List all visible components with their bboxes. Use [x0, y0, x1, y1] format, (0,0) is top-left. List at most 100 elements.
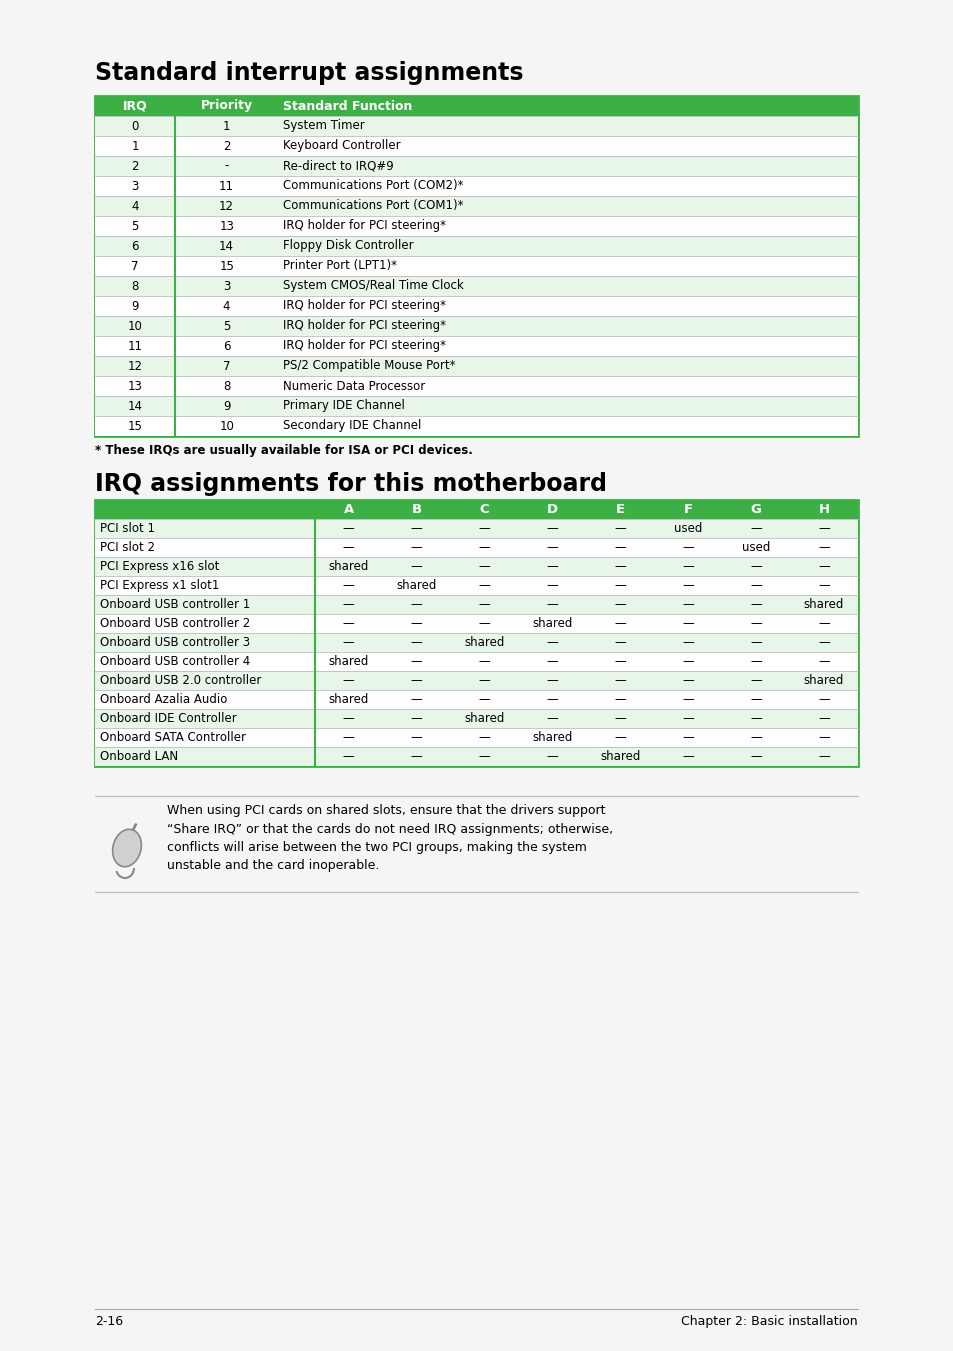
Text: Onboard USB controller 1: Onboard USB controller 1 [100, 598, 250, 611]
Text: IRQ holder for PCI steering*: IRQ holder for PCI steering* [283, 339, 446, 353]
Bar [95, 747, 857, 766]
Text: 14: 14 [219, 239, 233, 253]
Text: 13: 13 [128, 380, 142, 393]
Text: 5: 5 [132, 219, 138, 232]
Text: System CMOS/Real Time Clock: System CMOS/Real Time Clock [283, 280, 463, 293]
Text: Floppy Disk Controller: Floppy Disk Controller [283, 239, 414, 253]
Text: When using PCI cards on shared slots, ensure that the drivers support
“Share IRQ: When using PCI cards on shared slots, en… [167, 804, 613, 873]
Text: System Timer: System Timer [283, 119, 364, 132]
Text: 6: 6 [132, 239, 139, 253]
Text: —: — [749, 712, 761, 725]
Text: 8: 8 [223, 380, 230, 393]
Text: 4: 4 [223, 300, 230, 312]
Text: —: — [614, 521, 625, 535]
Bar [95, 316, 857, 336]
Text: Standard interrupt assignments: Standard interrupt assignments [95, 61, 523, 85]
Text: —: — [614, 693, 625, 707]
Text: shared: shared [328, 655, 369, 667]
Text: —: — [478, 655, 490, 667]
Text: Communications Port (COM2)*: Communications Port (COM2)* [283, 180, 463, 192]
Text: —: — [411, 731, 422, 744]
Text: —: — [546, 540, 558, 554]
Text: -: - [224, 159, 229, 173]
Text: —: — [614, 540, 625, 554]
Text: 1: 1 [223, 119, 230, 132]
Text: C: C [479, 503, 489, 516]
Bar [95, 216, 857, 236]
Bar [95, 416, 857, 436]
Bar [95, 519, 857, 538]
Text: A: A [343, 503, 354, 516]
Bar [95, 236, 857, 255]
Text: IRQ assignments for this motherboard: IRQ assignments for this motherboard [95, 471, 606, 496]
Text: —: — [342, 636, 355, 648]
Text: 15: 15 [128, 420, 142, 432]
Text: —: — [342, 750, 355, 763]
Text: —: — [342, 617, 355, 630]
Bar [95, 594, 857, 613]
Text: —: — [681, 750, 694, 763]
Text: Printer Port (LPT1)*: Printer Port (LPT1)* [283, 259, 396, 273]
Text: E: E [615, 503, 624, 516]
Text: shared: shared [803, 598, 843, 611]
FancyArrowPatch shape [133, 824, 135, 830]
Text: 10: 10 [128, 319, 142, 332]
Text: Onboard USB 2.0 controller: Onboard USB 2.0 controller [100, 674, 261, 688]
Text: 9: 9 [223, 400, 230, 412]
Text: —: — [749, 521, 761, 535]
Text: —: — [411, 655, 422, 667]
Text: F: F [683, 503, 692, 516]
Text: —: — [411, 712, 422, 725]
Text: 0: 0 [132, 119, 138, 132]
Text: —: — [749, 561, 761, 573]
Bar [95, 538, 857, 557]
Text: 3: 3 [132, 180, 138, 192]
Text: PCI Express x1 slot1: PCI Express x1 slot1 [100, 580, 219, 592]
Text: —: — [818, 693, 829, 707]
Text: —: — [818, 580, 829, 592]
Text: 12: 12 [219, 200, 233, 212]
Bar [95, 671, 857, 690]
Text: —: — [818, 731, 829, 744]
Text: —: — [749, 731, 761, 744]
Text: —: — [614, 636, 625, 648]
Text: —: — [818, 712, 829, 725]
Bar [95, 276, 857, 296]
Text: shared: shared [328, 693, 369, 707]
Text: —: — [749, 693, 761, 707]
Text: shared: shared [803, 674, 843, 688]
Text: PS/2 Compatible Mouse Port*: PS/2 Compatible Mouse Port* [283, 359, 456, 373]
Text: —: — [681, 598, 694, 611]
Text: 7: 7 [223, 359, 230, 373]
Text: shared: shared [396, 580, 436, 592]
Text: —: — [478, 580, 490, 592]
Text: —: — [546, 561, 558, 573]
Text: —: — [411, 636, 422, 648]
Text: —: — [478, 693, 490, 707]
Bar [95, 709, 857, 728]
Text: shared: shared [328, 561, 369, 573]
Bar [95, 96, 857, 436]
Text: 9: 9 [132, 300, 139, 312]
Text: —: — [614, 655, 625, 667]
Bar [95, 196, 857, 216]
Text: 11: 11 [128, 339, 142, 353]
Text: Onboard SATA Controller: Onboard SATA Controller [100, 731, 246, 744]
Text: —: — [546, 712, 558, 725]
Bar [95, 96, 857, 116]
Text: Re-direct to IRQ#9: Re-direct to IRQ#9 [283, 159, 394, 173]
Text: Secondary IDE Channel: Secondary IDE Channel [283, 420, 421, 432]
Text: —: — [411, 693, 422, 707]
Text: —: — [411, 561, 422, 573]
Text: —: — [749, 580, 761, 592]
Bar [95, 728, 857, 747]
Text: —: — [478, 674, 490, 688]
Text: shared: shared [464, 712, 504, 725]
Text: —: — [818, 561, 829, 573]
Text: —: — [614, 598, 625, 611]
Text: 10: 10 [219, 420, 233, 432]
Text: shared: shared [599, 750, 639, 763]
Text: —: — [681, 540, 694, 554]
Text: 15: 15 [219, 259, 233, 273]
Text: —: — [546, 674, 558, 688]
